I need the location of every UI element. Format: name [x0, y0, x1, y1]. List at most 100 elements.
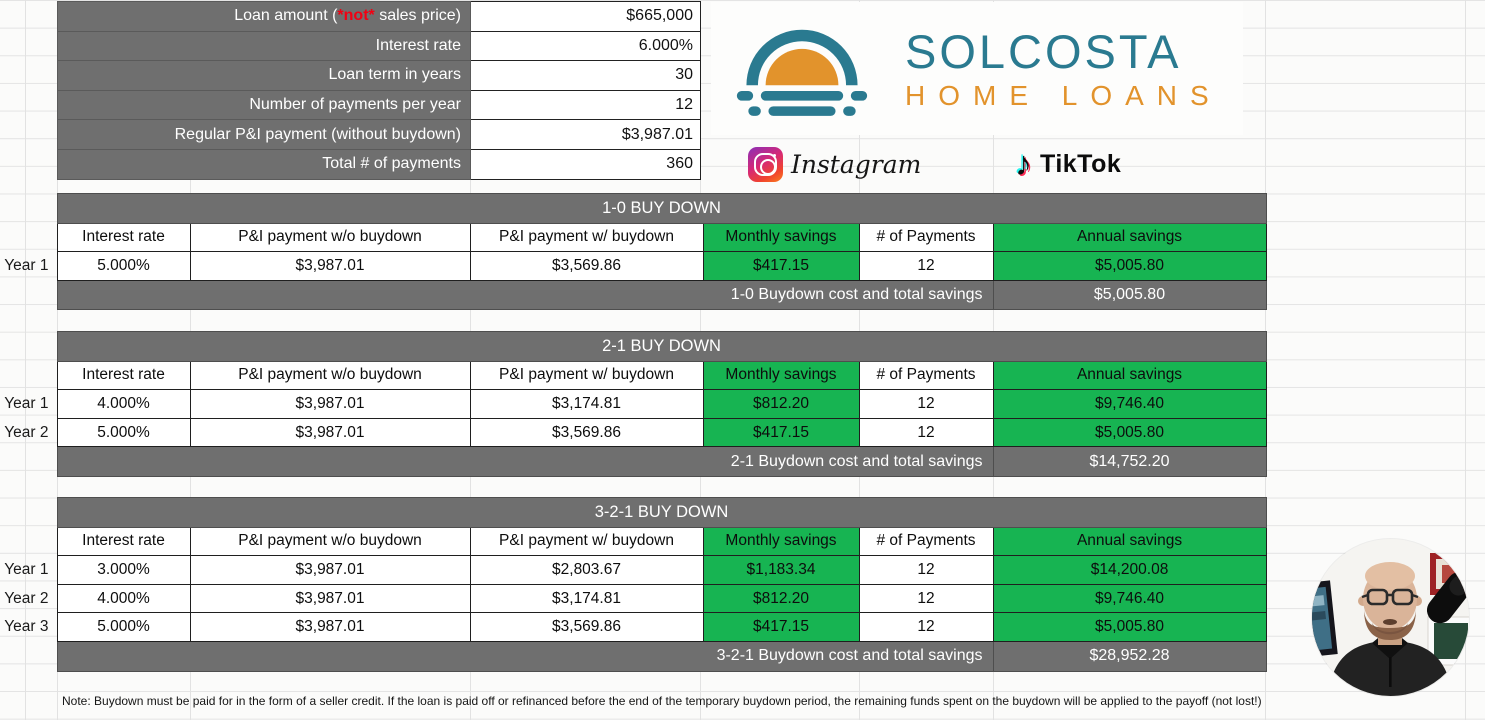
year-label[interactable]: Year 1 — [4, 560, 49, 578]
col-header-pni-with[interactable]: P&I payment w/ buydown — [469, 360, 704, 391]
monthly-savings-cell[interactable]: $812.20 — [702, 583, 860, 614]
label-emphasis: *not* — [337, 7, 375, 25]
footer-label-2-1[interactable]: 2-1 Buydown cost and total savings — [56, 446, 994, 477]
rate-cell[interactable]: 4.000% — [56, 389, 191, 419]
year-label[interactable]: Year 1 — [4, 394, 49, 412]
payments-per-year-value-cell[interactable]: 12 — [470, 89, 701, 121]
col-header-pni-with[interactable]: P&I payment w/ buydown — [469, 526, 704, 557]
buydown-table-1-0: 1-0 BUY DOWN Interest rate P&I payment w… — [0, 193, 1267, 311]
monthly-savings-cell[interactable]: $417.15 — [702, 251, 860, 281]
footer-total-3-2-1[interactable]: $28,952.28 — [992, 640, 1267, 672]
monthly-savings-cell[interactable]: $812.20 — [702, 389, 860, 419]
label-text: Loan amount ( — [234, 7, 338, 25]
loan-amount-value-cell[interactable]: $665,000 — [470, 1, 701, 32]
rate-cell[interactable]: 5.000% — [56, 251, 191, 281]
col-header-pni-with[interactable]: P&I payment w/ buydown — [469, 222, 704, 253]
col-header-monthly-savings[interactable]: Monthly savings — [702, 526, 860, 557]
col-header-num-payments[interactable]: # of Payments — [858, 526, 994, 557]
annual-savings-cell[interactable]: $9,746.40 — [992, 583, 1267, 614]
pni-with-cell[interactable]: $3,569.86 — [469, 251, 704, 281]
rate-cell[interactable]: 5.000% — [56, 612, 191, 642]
pni-with-cell[interactable]: $3,569.86 — [469, 612, 704, 642]
table-row: Year 1 4.000% $3,987.01 $3,174.81 $812.2… — [0, 389, 1267, 419]
footer-label-1-0[interactable]: 1-0 Buydown cost and total savings — [56, 279, 994, 311]
table-row: Year 2 4.000% $3,987.01 $3,174.81 $812.2… — [0, 583, 1267, 614]
num-payments-cell[interactable]: 12 — [858, 389, 994, 419]
loan-term-label[interactable]: Loan term in years — [57, 60, 471, 91]
empty-cell — [0, 280, 57, 310]
table-row: Year 1 5.000% $3,987.01 $3,569.86 $417.1… — [0, 251, 1267, 281]
gridline — [25, 0, 26, 720]
col-header-annual-savings[interactable]: Annual savings — [992, 360, 1267, 391]
company-logo: SOLCOSTA HOME LOANS — [711, 2, 1243, 135]
monthly-savings-cell[interactable]: $417.15 — [702, 612, 860, 642]
total-payments-value-cell[interactable]: 360 — [470, 148, 701, 180]
pni-with-cell[interactable]: $3,174.81 — [469, 389, 704, 419]
total-payments-label[interactable]: Total # of payments — [57, 148, 471, 180]
col-header-num-payments[interactable]: # of Payments — [858, 360, 994, 391]
loan-amount-label[interactable]: Loan amount (*not* sales price) — [57, 1, 471, 32]
table-title-1-0[interactable]: 1-0 BUY DOWN — [56, 193, 1267, 224]
col-header-monthly-savings[interactable]: Monthly savings — [702, 360, 860, 391]
table-row: Year 3 5.000% $3,987.01 $3,569.86 $417.1… — [0, 612, 1267, 642]
empty-cell — [0, 641, 57, 671]
col-header-pni-without[interactable]: P&I payment w/o buydown — [189, 360, 471, 391]
pni-without-cell[interactable]: $3,987.01 — [189, 251, 471, 281]
year-label[interactable]: Year 1 — [4, 256, 49, 274]
rate-cell[interactable]: 5.000% — [56, 417, 191, 448]
rate-cell[interactable]: 4.000% — [56, 583, 191, 614]
num-payments-cell[interactable]: 12 — [858, 417, 994, 448]
instagram-handle: Instagram — [748, 147, 921, 182]
num-payments-cell[interactable]: 12 — [858, 612, 994, 642]
empty-cell — [0, 447, 57, 477]
col-header-interest-rate[interactable]: Interest rate — [56, 222, 191, 253]
interest-rate-label[interactable]: Interest rate — [57, 30, 471, 62]
annual-savings-cell[interactable]: $14,200.08 — [992, 555, 1267, 585]
annual-savings-cell[interactable]: $5,005.80 — [992, 612, 1267, 642]
loan-term-value-cell[interactable]: 30 — [470, 60, 701, 91]
annual-savings-cell[interactable]: $5,005.80 — [992, 417, 1267, 448]
monthly-savings-cell[interactable]: $417.15 — [702, 417, 860, 448]
disclaimer-note: Note: Buydown must be paid for in the fo… — [62, 694, 1262, 708]
monthly-savings-cell[interactable]: $1,183.34 — [702, 555, 860, 585]
col-header-annual-savings[interactable]: Annual savings — [992, 222, 1267, 253]
footer-total-1-0[interactable]: $5,005.80 — [992, 279, 1267, 311]
col-header-monthly-savings[interactable]: Monthly savings — [702, 222, 860, 253]
pni-without-cell[interactable]: $3,987.01 — [189, 612, 471, 642]
pni-with-cell[interactable]: $2,803.67 — [469, 555, 704, 585]
rate-cell[interactable]: 3.000% — [56, 555, 191, 585]
payments-per-year-label[interactable]: Number of payments per year — [57, 89, 471, 121]
regular-payment-value-cell[interactable]: $3,987.01 — [470, 119, 701, 150]
pni-without-cell[interactable]: $3,987.01 — [189, 555, 471, 585]
pni-without-cell[interactable]: $3,987.01 — [189, 417, 471, 448]
table-title-2-1[interactable]: 2-1 BUY DOWN — [56, 331, 1267, 362]
num-payments-cell[interactable]: 12 — [858, 583, 994, 614]
pni-with-cell[interactable]: $3,174.81 — [469, 583, 704, 614]
interest-rate-value-cell[interactable]: 6.000% — [470, 30, 701, 62]
num-payments-cell[interactable]: 12 — [858, 555, 994, 585]
annual-savings-cell[interactable]: $9,746.40 — [992, 389, 1267, 419]
pni-with-cell[interactable]: $3,569.86 — [469, 417, 704, 448]
pni-without-cell[interactable]: $3,987.01 — [189, 389, 471, 419]
empty-cell — [0, 361, 57, 390]
year-label[interactable]: Year 2 — [4, 589, 49, 607]
col-header-num-payments[interactable]: # of Payments — [858, 222, 994, 253]
col-header-pni-without[interactable]: P&I payment w/o buydown — [189, 222, 471, 253]
col-header-annual-savings[interactable]: Annual savings — [992, 526, 1267, 557]
pni-without-cell[interactable]: $3,987.01 — [189, 583, 471, 614]
regular-payment-label[interactable]: Regular P&I payment (without buydown) — [57, 119, 471, 150]
year-label[interactable]: Year 3 — [4, 618, 49, 636]
footer-label-3-2-1[interactable]: 3-2-1 Buydown cost and total savings — [56, 640, 994, 672]
footer-total-2-1[interactable]: $14,752.20 — [992, 446, 1267, 477]
instagram-icon — [748, 147, 783, 182]
buydown-table-3-2-1: 3-2-1 BUY DOWN Interest rate P&I payment… — [0, 497, 1267, 672]
num-payments-cell[interactable]: 12 — [858, 251, 994, 281]
table-title-3-2-1[interactable]: 3-2-1 BUY DOWN — [56, 497, 1267, 528]
year-label[interactable]: Year 2 — [4, 423, 49, 441]
presenter-avatar — [1312, 539, 1469, 696]
col-header-interest-rate[interactable]: Interest rate — [56, 526, 191, 557]
col-header-pni-without[interactable]: P&I payment w/o buydown — [189, 526, 471, 557]
col-header-interest-rate[interactable]: Interest rate — [56, 360, 191, 391]
annual-savings-cell[interactable]: $5,005.80 — [992, 251, 1267, 281]
